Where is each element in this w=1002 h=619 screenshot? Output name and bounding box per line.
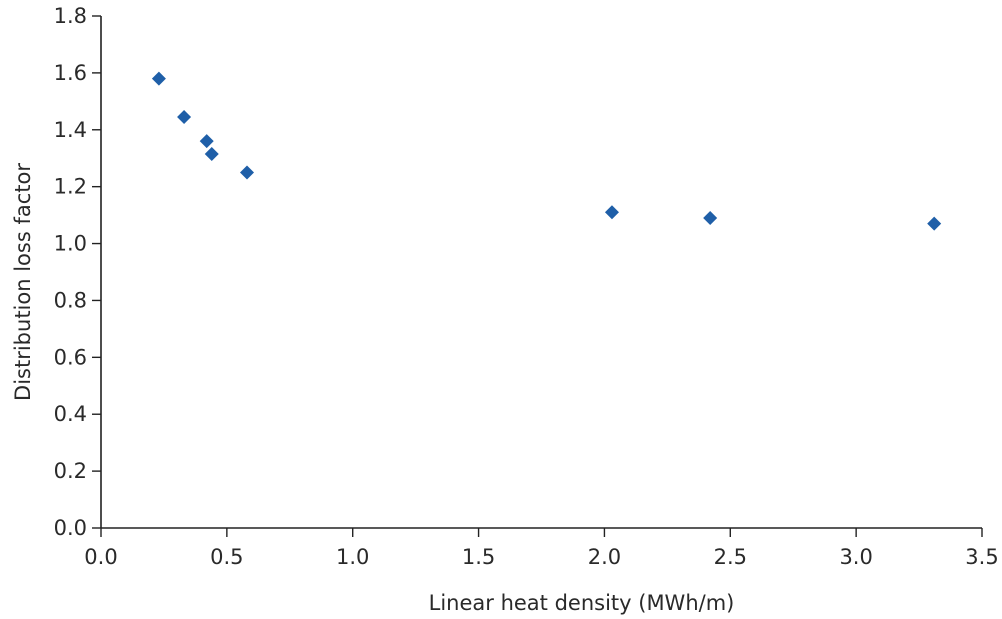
y-tick-label: 1.2 <box>54 175 87 199</box>
x-tick-label: 0.5 <box>210 545 243 569</box>
data-point <box>151 71 166 86</box>
x-tick-label: 3.5 <box>965 545 998 569</box>
y-tick-label: 1.4 <box>54 118 87 142</box>
axes <box>100 16 982 529</box>
x-tick-label: 2.0 <box>588 545 621 569</box>
y-tick-label: 1.6 <box>54 61 87 85</box>
y-axis-title: Distribution loss factor <box>11 163 35 401</box>
x-tick-label: 2.5 <box>714 545 747 569</box>
data-point <box>604 205 619 220</box>
data-point <box>204 146 219 161</box>
x-tick-label: 1.0 <box>336 545 369 569</box>
data-point <box>177 109 192 124</box>
x-tick-label: 1.5 <box>462 545 495 569</box>
x-axis-title: Linear heat density (MWh/m) <box>429 591 735 615</box>
y-tick-label: 0.6 <box>54 345 87 369</box>
data-point <box>927 216 942 231</box>
data-points <box>151 71 942 231</box>
x-tick-label: 0.0 <box>84 545 117 569</box>
y-tick-label: 0.8 <box>54 288 87 312</box>
y-tick-label: 0.2 <box>54 459 87 483</box>
data-point <box>703 210 718 225</box>
y-tick-label: 0.4 <box>54 402 87 426</box>
data-point <box>199 134 214 149</box>
y-tick-label: 1.8 <box>54 4 87 28</box>
data-point <box>239 165 254 180</box>
x-tick-label: 3.0 <box>839 545 872 569</box>
ticks: 0.0 0.2 0.4 0.6 0.8 1.0 1.2 1.4 1.6 1.8 0.0 0.5 1.0 1… <box>54 4 999 569</box>
y-tick-label: 0.0 <box>54 516 87 540</box>
y-tick-label: 1.0 <box>54 232 87 256</box>
